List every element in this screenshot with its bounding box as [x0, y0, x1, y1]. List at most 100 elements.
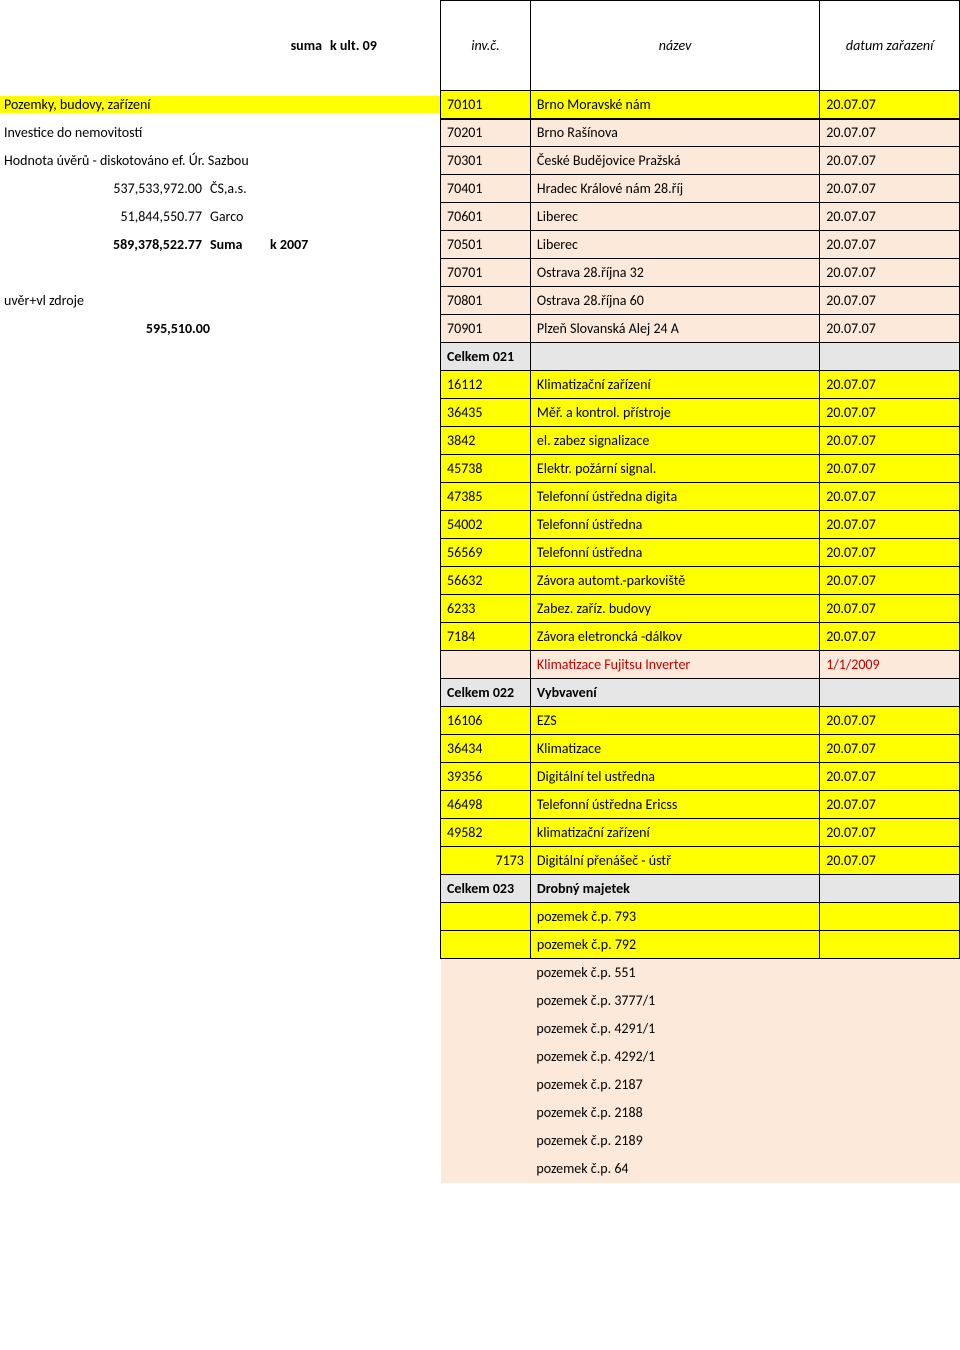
table-row: pozemek č.p. 792 [441, 931, 960, 959]
cell-date: 20.07.07 [820, 147, 960, 175]
cell-name: Klimatizace [530, 735, 819, 763]
cell-name [530, 343, 819, 371]
table-row: 16106EZS20.07.07 [441, 707, 960, 735]
cell-inv: 56632 [441, 567, 531, 595]
cell-inv [441, 1155, 531, 1183]
cell-inv: 3842 [441, 427, 531, 455]
cell-name: Telefonní ústředna digita [530, 483, 819, 511]
cell-inv: 47385 [441, 483, 531, 511]
table-row: 56632Závora automt.-parkoviště20.07.07 [441, 567, 960, 595]
cell-inv: Celkem 022 [441, 679, 531, 707]
cell-inv [441, 1071, 531, 1099]
cell-inv: 46498 [441, 791, 531, 819]
cell-name: pozemek č.p. 2187 [530, 1071, 819, 1099]
table-row: 70501Liberec20.07.07 [441, 231, 960, 259]
left-label: Hodnota úvěrů - diskotováno ef. Úr. Sazb… [0, 152, 440, 169]
table-row: 36435Měř. a kontrol. přístroje20.07.07 [441, 399, 960, 427]
cell-inv: 7173 [441, 847, 531, 875]
table-row: Celkem 023Drobný majetek [441, 875, 960, 903]
cell-name: Zabez. zaříz. budovy [530, 595, 819, 623]
cell-name: EZS [530, 707, 819, 735]
cell-name: Telefonní ústředna [530, 539, 819, 567]
cell-name: Elektr. požární signal. [530, 455, 819, 483]
cell-inv: 45738 [441, 455, 531, 483]
cell-date: 20.07.07 [820, 847, 960, 875]
cell-name: Klimatizační zařízení [530, 371, 819, 399]
cell-date: 20.07.07 [820, 819, 960, 847]
cell-date [820, 1127, 960, 1155]
cell-name: Vybvavení [530, 679, 819, 707]
cell-inv: 70401 [441, 175, 531, 203]
cell-name: pozemek č.p. 64 [530, 1155, 819, 1183]
cell-date [820, 1043, 960, 1071]
uver-row: uvěr+vl zdroje [0, 286, 440, 314]
cell-inv [441, 651, 531, 679]
left-label: Pozemky, budovy, zařízení [0, 96, 440, 113]
table-row: Celkem 022Vybvavení [441, 679, 960, 707]
cell-date: 20.07.07 [820, 231, 960, 259]
left-header-suma: suma [210, 37, 330, 54]
cell-name: pozemek č.p. 2189 [530, 1127, 819, 1155]
cell-inv: 70801 [441, 287, 531, 315]
uver-num: 595,510.00 [0, 320, 210, 337]
cell-name: Liberec [530, 231, 819, 259]
table-row: 16112Klimatizační zařízení20.07.07 [441, 371, 960, 399]
table-row: pozemek č.p. 793 [441, 903, 960, 931]
left-lines: Pozemky, budovy, zařízení Investice do ne… [0, 90, 440, 258]
cell-inv [441, 987, 531, 1015]
cell-date: 20.07.07 [820, 175, 960, 203]
cell-name: Telefonní ústředna Ericss [530, 791, 819, 819]
page: suma k ult. 09 Pozemky, budovy, zařízení… [0, 0, 960, 1183]
left-num: 51,844,550.77 [0, 208, 210, 225]
cell-inv: 70301 [441, 147, 531, 175]
cell-inv [441, 1099, 531, 1127]
cell-date [820, 903, 960, 931]
uver-label: uvěr+vl zdroje [0, 292, 210, 309]
table-row: 54002Telefonní ústředna20.07.07 [441, 511, 960, 539]
table-row: 46498Telefonní ústředna Ericss20.07.07 [441, 791, 960, 819]
cell-name: pozemek č.p. 3777/1 [530, 987, 819, 1015]
cell-date: 20.07.07 [820, 455, 960, 483]
right-column: inv.č. název datum zařazení 70101Brno Mo… [440, 0, 960, 1183]
table-row: 39356Digitální tel ustředna20.07.07 [441, 763, 960, 791]
left-header-row: suma k ult. 09 [0, 0, 440, 90]
cell-date [820, 1015, 960, 1043]
right-header-row: inv.č. název datum zařazení [441, 1, 960, 91]
cell-name: České Budějovice Pražská [530, 147, 819, 175]
table-row: 7173Digitální přenášeč - ústř20.07.07 [441, 847, 960, 875]
cell-inv: Celkem 023 [441, 875, 531, 903]
cell-inv [441, 1015, 531, 1043]
cell-name: Liberec [530, 203, 819, 231]
cell-name: Hradec Králové nám 28.říj [530, 175, 819, 203]
cell-inv: 36435 [441, 399, 531, 427]
table-row: pozemek č.p. 3777/1 [441, 987, 960, 1015]
table-row: 6233Zabez. zaříz. budovy20.07.07 [441, 595, 960, 623]
cell-date: 1/1/2009 [820, 651, 960, 679]
cell-date: 20.07.07 [820, 707, 960, 735]
table-row: 7184Závora eletroncká -dálkov20.07.07 [441, 623, 960, 651]
cell-date: 20.07.07 [820, 511, 960, 539]
cell-inv [441, 931, 531, 959]
cell-inv [441, 903, 531, 931]
cell-name: pozemek č.p. 2188 [530, 1099, 819, 1127]
table-row: pozemek č.p. 2188 [441, 1099, 960, 1127]
left-line: 51,844,550.77Garco [0, 202, 440, 230]
cell-name: Digitální přenášeč - ústř [530, 847, 819, 875]
cell-inv: 70901 [441, 315, 531, 343]
cell-name: Ostrava 28.října 32 [530, 259, 819, 287]
cell-date: 20.07.07 [820, 763, 960, 791]
table-row: 70101Brno Moravské nám20.07.07 [441, 91, 960, 119]
cell-date: 20.07.07 [820, 91, 960, 119]
table-row: 70801Ostrava 28.října 6020.07.07 [441, 287, 960, 315]
left-line: Investice do nemovitostí [0, 118, 440, 146]
cell-inv: 70201 [441, 119, 531, 147]
table-row: 70301České Budějovice Pražská20.07.07 [441, 147, 960, 175]
cell-date: 20.07.07 [820, 119, 960, 147]
right-table: inv.č. název datum zařazení 70101Brno Mo… [440, 0, 960, 1183]
cell-inv [441, 1043, 531, 1071]
table-row: 3842el. zabez signalizace20.07.07 [441, 427, 960, 455]
cell-name: Drobný majetek [530, 875, 819, 903]
table-row: pozemek č.p. 4292/1 [441, 1043, 960, 1071]
left-num: 589,378,522.77 [0, 236, 210, 253]
cell-date [820, 959, 960, 987]
